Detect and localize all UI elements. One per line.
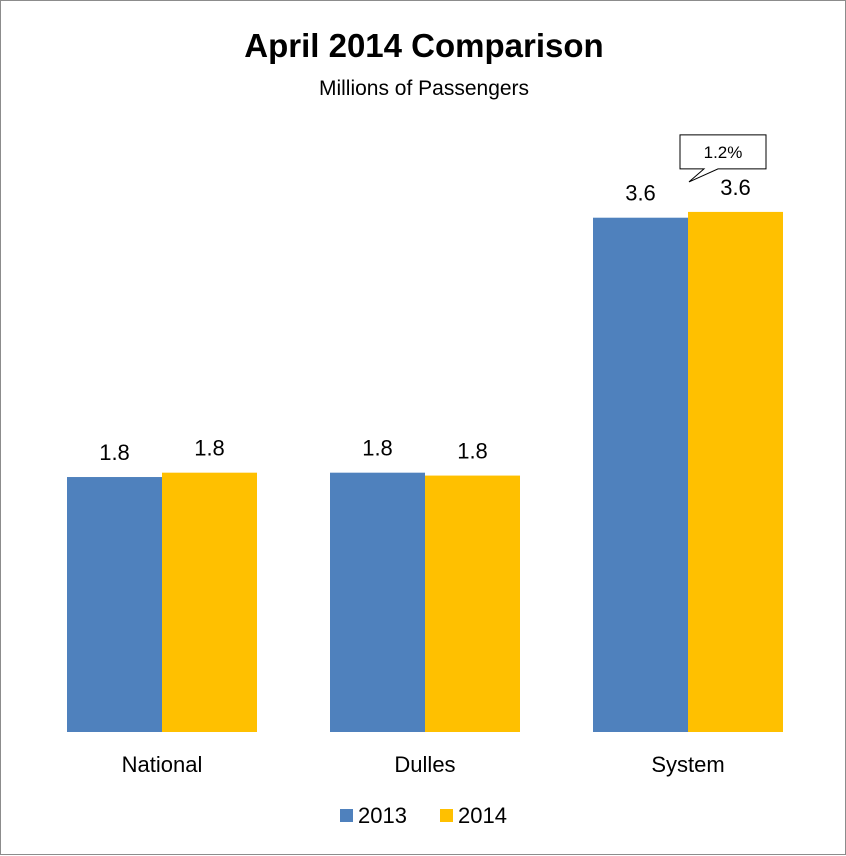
- data-label-national-2014: 1.8: [194, 436, 225, 461]
- callout-box: [679, 134, 767, 183]
- category-label-national: National: [122, 752, 203, 777]
- data-label-national-2013: 1.8: [99, 440, 130, 465]
- chart-title: April 2014 Comparison: [244, 27, 603, 64]
- category-label-system: System: [651, 752, 724, 777]
- bar-dulles-2014: [425, 475, 520, 732]
- category-labels-group: National Dulles System: [122, 752, 725, 777]
- callout-annotation: 1.2%: [679, 134, 767, 183]
- chart-subtitle: Millions of Passengers: [319, 77, 529, 100]
- bar-dulles-2013: [330, 472, 425, 732]
- legend-label-2014: 2014: [458, 803, 507, 828]
- data-label-dulles-2013: 1.8: [362, 436, 393, 461]
- data-label-system-2013: 3.6: [625, 181, 656, 206]
- bar-national-2014: [162, 472, 257, 732]
- legend: 2013 2014: [340, 803, 507, 828]
- data-label-dulles-2014: 1.8: [457, 439, 488, 464]
- data-label-system-2014: 3.6: [720, 175, 751, 200]
- legend-swatch-2014: [440, 809, 453, 822]
- bar-national-2013: [67, 477, 162, 732]
- data-labels-group: 1.8 1.8 1.8 1.8 3.6 3.6: [99, 175, 751, 465]
- bar-system-2013: [593, 217, 688, 732]
- bar-system-2014: [688, 211, 783, 732]
- legend-label-2013: 2013: [358, 803, 407, 828]
- bars-group: [67, 211, 783, 732]
- category-label-dulles: Dulles: [394, 752, 455, 777]
- legend-swatch-2013: [340, 809, 353, 822]
- callout-text: 1.2%: [704, 143, 743, 162]
